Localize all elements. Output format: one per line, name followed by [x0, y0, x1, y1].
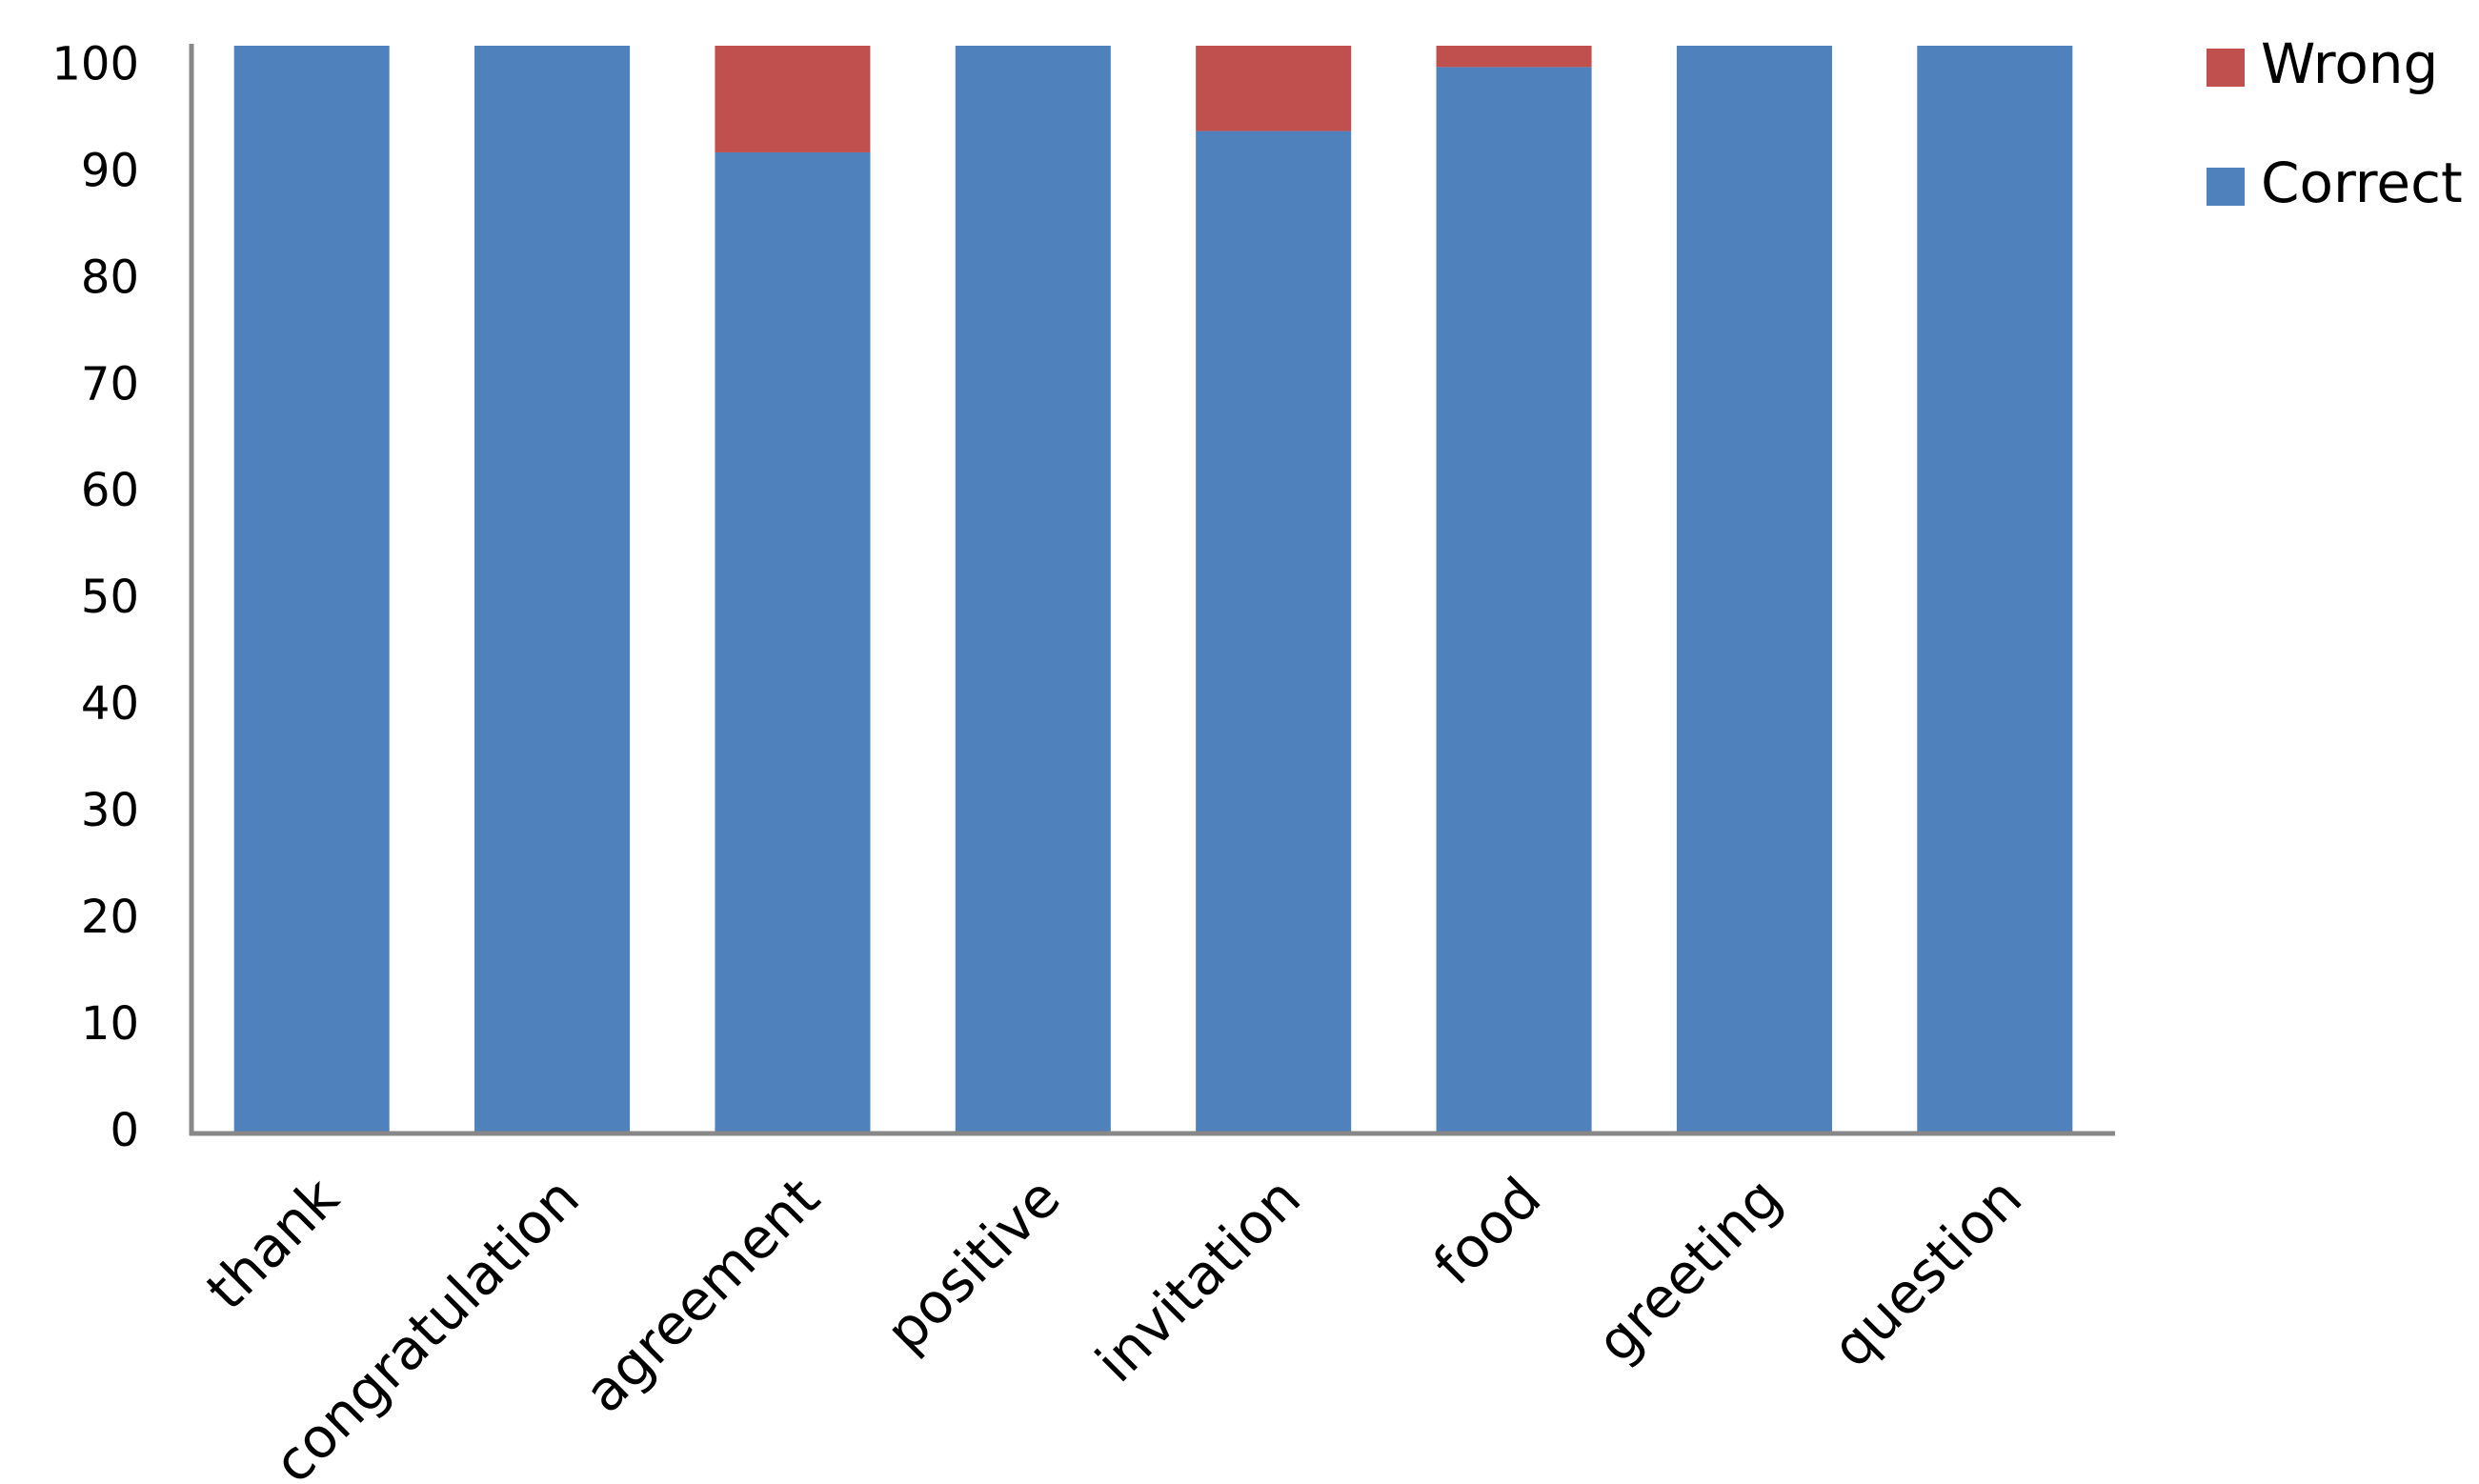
- bar-segment: [1436, 46, 1592, 68]
- y-tick-label: 10: [81, 997, 139, 1051]
- legend-swatch: [2207, 49, 2245, 87]
- bar-segment: [474, 46, 631, 1133]
- bar-segment: [955, 46, 1111, 1133]
- legend-label: Correct: [2261, 150, 2463, 215]
- legend-label: Wrong: [2261, 31, 2438, 96]
- y-tick-label: 60: [81, 464, 139, 517]
- y-tick-label: 0: [110, 1104, 139, 1157]
- x-tick-label: invitation: [1083, 1165, 1313, 1394]
- y-tick-label: 100: [51, 37, 139, 90]
- x-tick-label: food: [1421, 1165, 1554, 1297]
- legend-swatch: [2207, 168, 2245, 206]
- x-tick-label: greeting: [1584, 1165, 1794, 1374]
- y-tick-label: 20: [81, 891, 139, 944]
- y-tick-label: 40: [81, 677, 139, 731]
- x-tick-label: thank: [193, 1165, 351, 1322]
- y-tick-label: 30: [81, 784, 139, 837]
- bar-segment: [1917, 46, 2073, 1133]
- bar-segment: [233, 46, 390, 1133]
- bar-segment: [1196, 130, 1352, 1134]
- y-tick-label: 70: [81, 357, 139, 411]
- bar-segment: [715, 151, 871, 1133]
- bar-segment: [715, 46, 871, 152]
- x-tick-label: agreement: [572, 1165, 832, 1425]
- bar-segment: [1196, 46, 1352, 131]
- x-tick-label: positive: [874, 1165, 1073, 1364]
- bar-segment: [1676, 46, 1832, 1133]
- x-tick-label: question: [1820, 1165, 2034, 1379]
- bar-segment: [1436, 67, 1592, 1133]
- y-tick-label: 50: [81, 571, 139, 624]
- y-tick-label: 80: [81, 251, 139, 304]
- y-tick-label: 90: [81, 144, 139, 197]
